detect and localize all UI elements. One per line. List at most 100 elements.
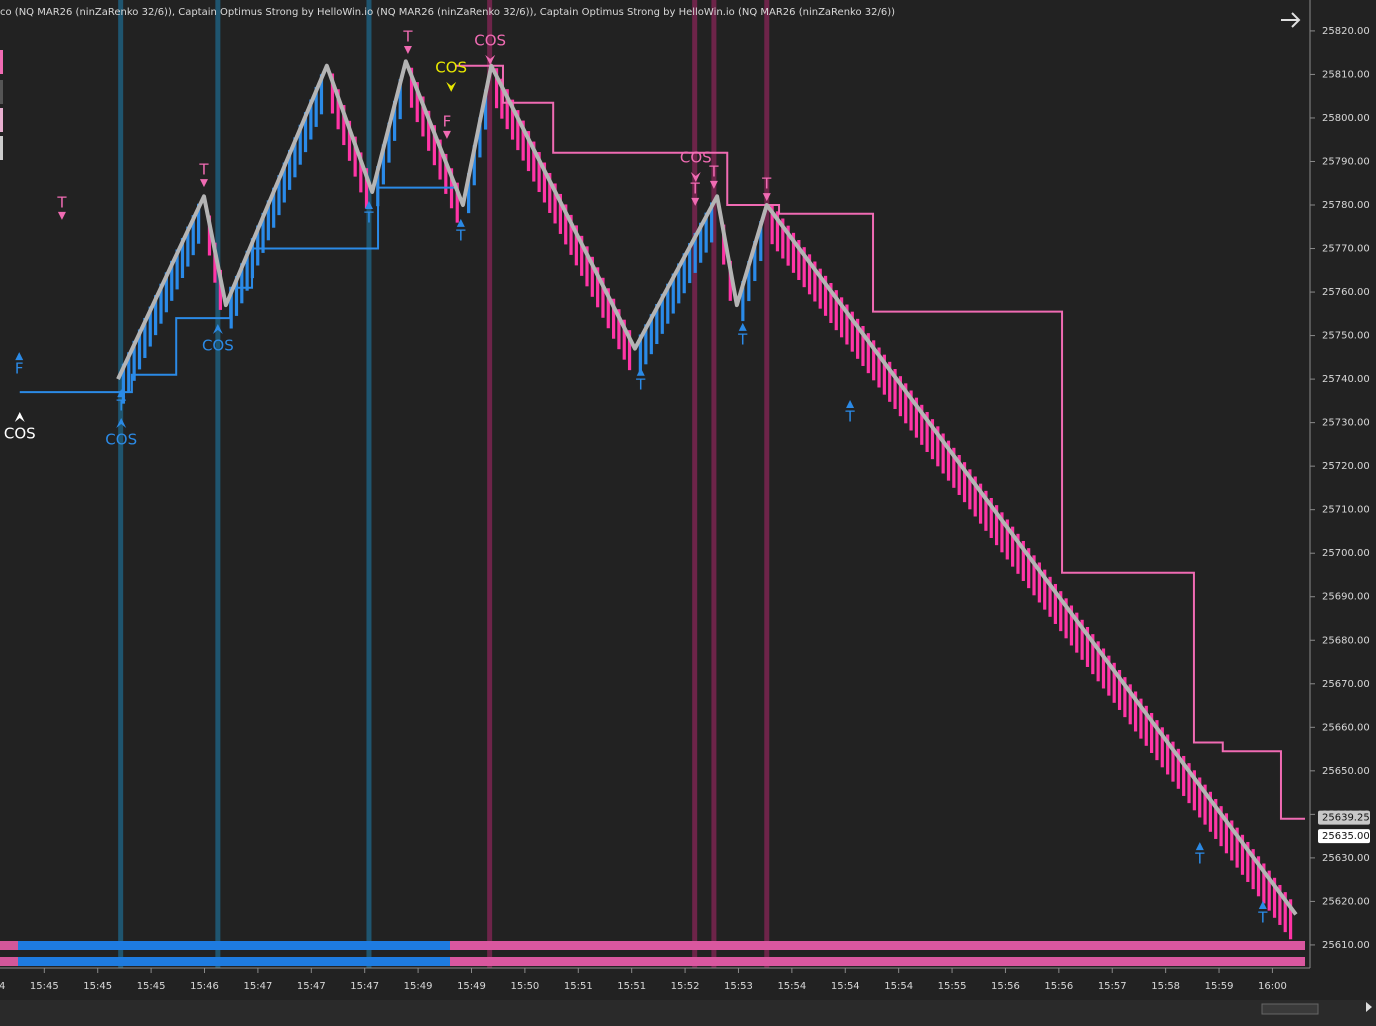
renko-bar <box>861 325 865 366</box>
y-tick-label: 25700.00 <box>1322 548 1370 559</box>
y-tick-label: 25630.00 <box>1322 853 1370 864</box>
renko-bar <box>234 275 239 316</box>
x-tick-label: 15:58 <box>1151 981 1180 992</box>
y-tick-label: 25680.00 <box>1322 635 1370 646</box>
y-tick-label: 25710.00 <box>1322 505 1370 516</box>
renko-bar <box>1032 555 1036 596</box>
side-swatch <box>0 50 3 74</box>
renko-bar <box>213 242 217 283</box>
renko-bar <box>693 232 697 273</box>
renko-bar <box>1139 698 1143 739</box>
x-tick-label: 15:52 <box>671 981 700 992</box>
annotation-marker <box>690 171 701 182</box>
renko-bar <box>909 390 913 431</box>
annotation-marker <box>364 201 373 210</box>
annotation-label: T <box>1257 908 1268 926</box>
renko-bar <box>1288 899 1293 940</box>
annotation-label: T <box>402 27 413 45</box>
annotation-label: T <box>844 407 855 425</box>
renko-bar <box>596 267 600 308</box>
renko-bar <box>564 204 568 245</box>
annotation-label: T <box>708 162 719 180</box>
renko-bar <box>415 82 419 123</box>
renko-bar <box>973 476 977 517</box>
renko-bar <box>606 288 610 329</box>
y-tick-label: 25620.00 <box>1322 896 1370 907</box>
renko-bar <box>1021 540 1025 581</box>
side-swatch <box>0 108 3 132</box>
price-tag <box>1318 810 1370 825</box>
price-tag-label: 25639.25 <box>1322 813 1370 824</box>
renko-bar <box>1240 834 1245 875</box>
expand-arrow[interactable] <box>1281 12 1301 28</box>
y-tick-label: 25810.00 <box>1322 69 1370 80</box>
renko-bar <box>293 137 297 178</box>
renko-bar <box>180 238 185 278</box>
renko-bar <box>671 273 675 314</box>
renko-bar <box>1085 626 1090 667</box>
renko-bar <box>427 110 431 151</box>
regime-strip <box>0 941 18 950</box>
renko-bar <box>1075 612 1079 653</box>
annotation-label: F <box>443 112 452 130</box>
renko-bar <box>409 67 414 108</box>
renko-bar <box>995 505 999 546</box>
renko-bar <box>298 124 302 165</box>
regime-strip <box>18 941 450 950</box>
renko-bar <box>722 224 726 265</box>
renko-bar <box>590 256 594 297</box>
renko-bar <box>781 218 785 259</box>
renko-bar <box>786 225 790 266</box>
x-tick-label: 15:49 <box>457 981 486 992</box>
annotation-label: COS <box>435 58 467 76</box>
renko-bar <box>381 144 385 185</box>
renko-bar <box>866 333 870 374</box>
annotation-label: T <box>455 226 466 244</box>
renko-bar <box>1187 763 1191 804</box>
renko-bar <box>666 283 670 324</box>
renko-bar <box>644 324 648 365</box>
renko-bar <box>240 263 244 304</box>
renko-bar <box>1278 884 1282 925</box>
renko-bar <box>342 105 346 146</box>
renko-bar <box>347 120 352 161</box>
renko-bar <box>957 454 961 495</box>
x-tick-label: 15:53 <box>724 981 753 992</box>
renko-bar <box>455 182 459 223</box>
annotation-label: T <box>690 179 701 197</box>
y-tick-label: 25720.00 <box>1322 461 1370 472</box>
scroll-arrow[interactable] <box>1366 1002 1372 1012</box>
renko-bar <box>191 215 195 256</box>
renko-bar <box>1283 892 1287 933</box>
renko-bar <box>834 290 838 331</box>
scrollbar[interactable] <box>0 1000 1376 1026</box>
renko-bar <box>946 440 951 481</box>
renko-bar <box>1235 827 1239 868</box>
renko-bar <box>1208 791 1213 832</box>
renko-bar <box>872 340 876 381</box>
y-tick-label: 25780.00 <box>1322 200 1370 211</box>
renko-bar <box>148 306 152 347</box>
annotation-marker <box>199 179 208 188</box>
renko-bar <box>1016 533 1020 574</box>
annotation-marker <box>1258 900 1267 909</box>
renko-bar <box>682 253 686 294</box>
renko-bar <box>925 411 929 452</box>
renko-bar <box>1251 849 1255 890</box>
y-tick-label: 25730.00 <box>1322 418 1370 429</box>
renko-bar <box>704 212 708 253</box>
renko-bar <box>256 225 260 266</box>
x-tick-label: 15:51 <box>617 981 646 992</box>
renko-bar <box>936 426 940 467</box>
scroll-thumb[interactable] <box>1261 1003 1319 1015</box>
regime-strip <box>0 957 18 966</box>
renko-bar <box>1256 856 1261 897</box>
renko-bar <box>1080 619 1084 660</box>
renko-bar <box>1107 655 1111 696</box>
y-tick-label: 25750.00 <box>1322 331 1370 342</box>
renko-bar <box>1262 863 1266 904</box>
annotation-label: F <box>15 360 24 378</box>
renko-bar <box>839 297 844 338</box>
renko-bar <box>500 78 504 119</box>
